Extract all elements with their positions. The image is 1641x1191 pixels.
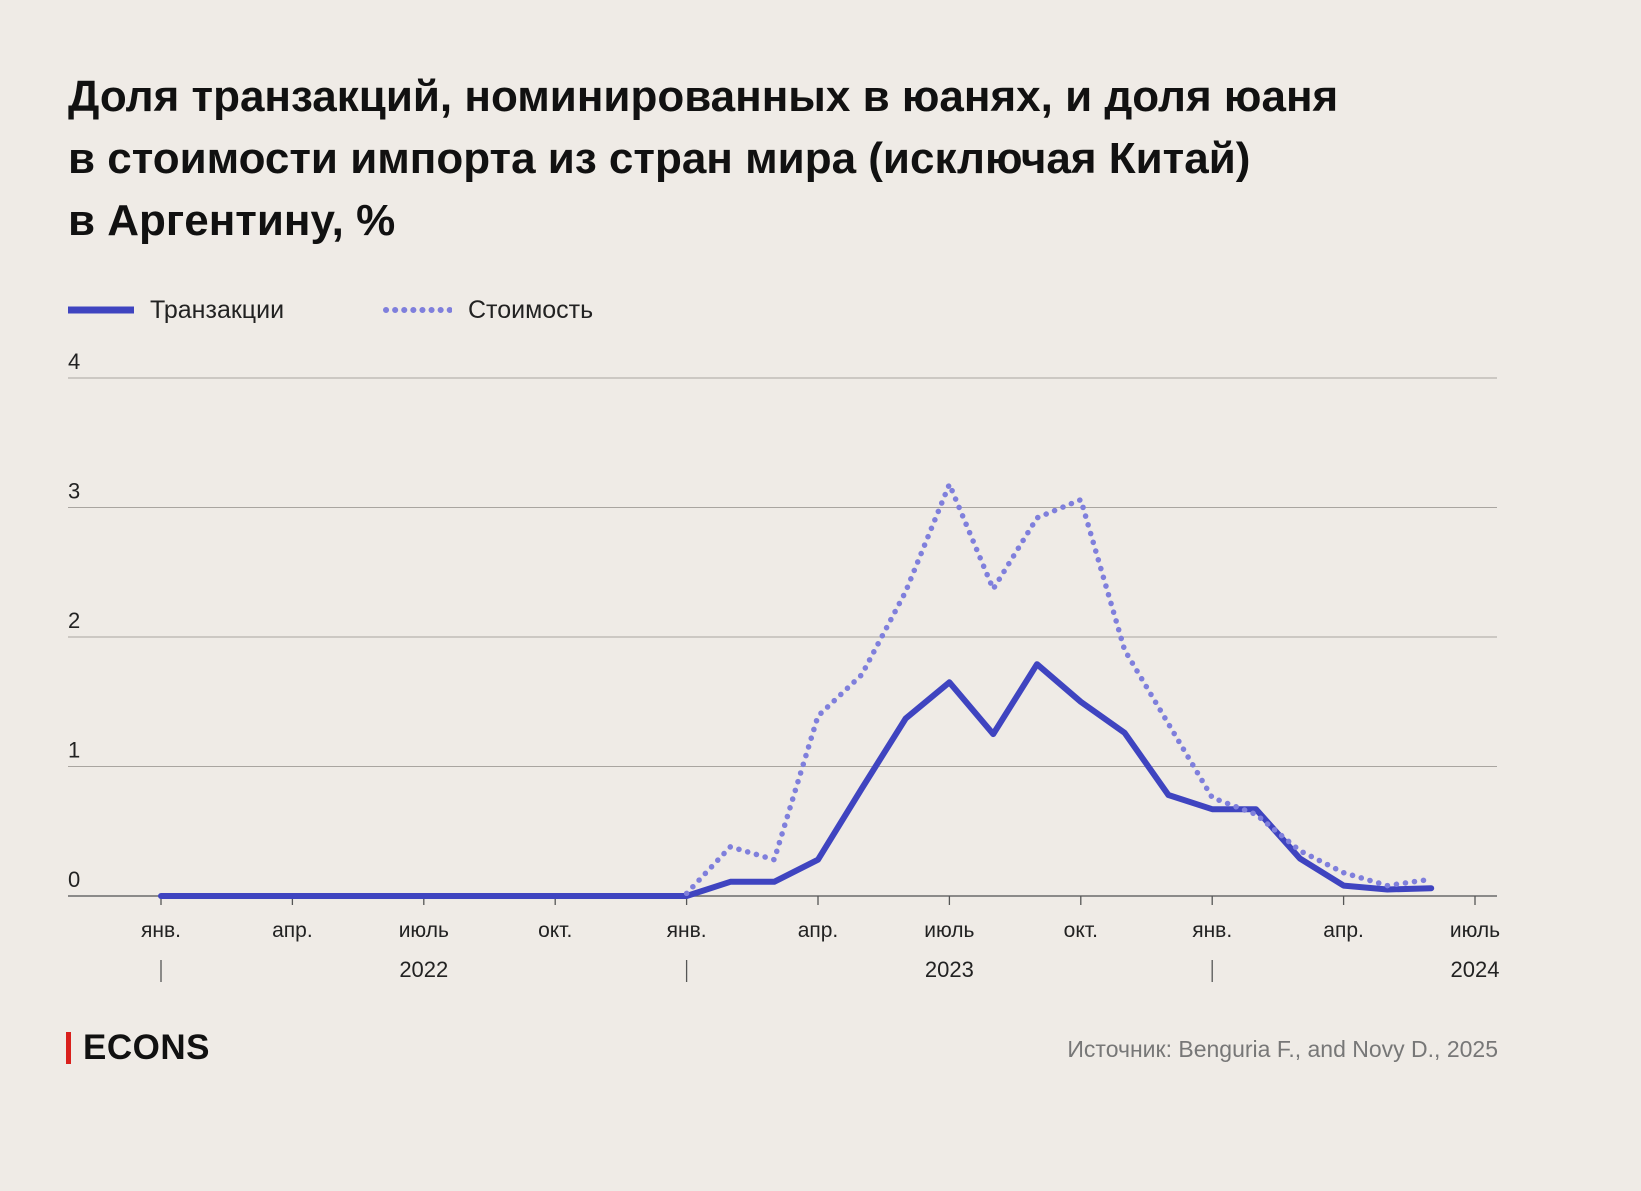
legend-swatch-dotted	[383, 307, 452, 313]
legend-item-value: Стоимость	[382, 290, 593, 330]
chart-title: Доля транзакций, номинированных в юанях,…	[68, 66, 1488, 252]
x-axis: янв. апр. июль окт. янв. апр. июль окт. янв. апр.…	[141, 896, 1500, 982]
grid-layer: 0 1 2 3 4	[68, 349, 1497, 897]
brand-name: ECONS	[83, 1028, 210, 1067]
brand-bar	[66, 1032, 71, 1064]
series-line-value	[683, 481, 1434, 897]
x-tick-label: янв.	[1192, 919, 1232, 942]
y-tick-label: 2	[68, 608, 80, 633]
series-line-transactions	[158, 661, 1435, 899]
year-label: 2023	[925, 957, 974, 982]
x-tick-label: окт.	[1064, 919, 1098, 942]
x-tick-label: апр.	[272, 919, 313, 942]
x-tick-label: июль	[924, 919, 974, 942]
x-tick-label: апр.	[1323, 919, 1364, 942]
legend-label-value: Стоимость	[468, 295, 594, 324]
y-tick-label: 4	[68, 349, 80, 374]
chart-title-line-3: в Аргентину, %	[68, 196, 396, 245]
year-label: 2022	[399, 957, 448, 982]
x-tick-label: янв.	[141, 919, 181, 942]
x-tick-label: окт.	[538, 919, 572, 942]
legend-item-transactions: Транзакции	[68, 290, 284, 330]
legend-label-transactions: Транзакции	[150, 295, 285, 324]
x-tick-label: янв.	[667, 919, 707, 942]
chart-title-line-1: Доля транзакций, номинированных в юанях,…	[68, 72, 1339, 121]
y-tick-label: 3	[68, 479, 80, 504]
x-tick-label: июль	[399, 919, 449, 942]
chart-title-line-2: в стоимости импорта из стран мира (исклю…	[68, 134, 1251, 183]
y-tick-label: 1	[68, 738, 80, 763]
series-layer	[158, 481, 1435, 899]
x-tick-label: апр.	[798, 919, 839, 942]
x-tick-label: июль	[1450, 919, 1500, 942]
source-note: Источник: Benguria F., and Novy D., 2025	[1067, 1036, 1498, 1062]
y-tick-label: 0	[68, 867, 80, 892]
brand-logo: ECONS	[66, 1026, 210, 1070]
year-label: 2024	[1451, 957, 1500, 982]
legend-swatch-solid	[68, 306, 134, 314]
